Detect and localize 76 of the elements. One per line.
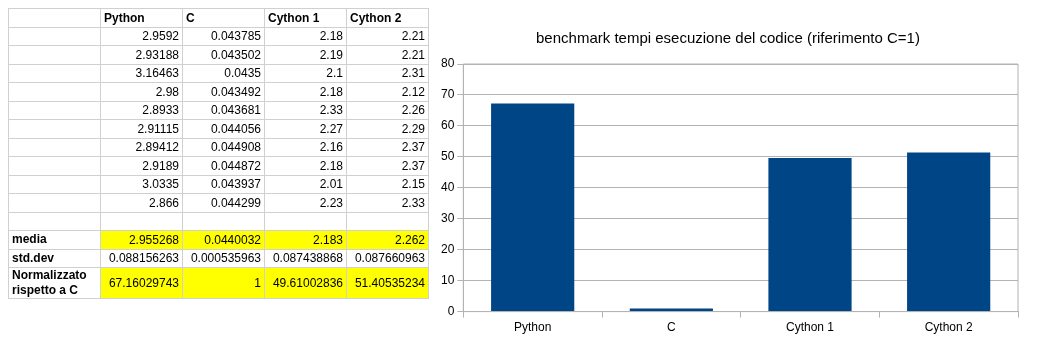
text: 2.16: [319, 140, 343, 155]
text: 2.15: [401, 177, 425, 192]
text: 2.89412: [135, 140, 179, 155]
y-tick-label: 0: [447, 303, 455, 318]
text: 0.043502: [210, 47, 261, 62]
text: 2.18: [319, 84, 343, 99]
text: 2.183: [312, 232, 343, 247]
y-tick-label: 70: [440, 87, 455, 102]
bar: [491, 103, 575, 312]
text: 0.044908: [210, 140, 261, 155]
x-tick-label: C: [667, 320, 677, 335]
text: 51.40535234: [354, 276, 425, 290]
category-label: Cython 1: [264, 8, 347, 27]
text: 2.9189: [142, 158, 179, 173]
text: 0.087660963: [354, 251, 425, 266]
text: 3.0335: [142, 177, 179, 192]
y-tick-label: 30: [440, 211, 455, 226]
text: 0.087438868: [272, 251, 343, 266]
text: 2.21: [401, 47, 425, 62]
text: 2.01: [319, 177, 343, 192]
text: 2.9592: [142, 29, 179, 44]
text: 0.043681: [210, 103, 261, 118]
y-tick-label: 10: [440, 272, 455, 287]
text: 0.0440032: [204, 232, 261, 247]
text: 0.043937: [210, 177, 261, 192]
text: 2.27: [319, 121, 343, 136]
category-label: media: [12, 232, 47, 247]
text: 1: [254, 276, 261, 290]
text: 67.16029743: [108, 276, 179, 290]
text: 2.33: [401, 195, 425, 210]
text: 2.19: [319, 47, 343, 62]
text: 2.91115: [137, 121, 179, 136]
category-label: Python: [100, 8, 183, 27]
y-tick-label: 80: [440, 56, 455, 71]
bar: [768, 158, 852, 312]
text: 2.21: [401, 29, 425, 44]
category-label: std.dev: [12, 250, 55, 265]
text: 2.12: [401, 84, 425, 99]
text: 2.31: [401, 66, 425, 81]
y-tick-label: 50: [440, 149, 455, 164]
text: 2.93188: [135, 47, 179, 62]
text: 2.866: [148, 195, 179, 210]
x-tick-label: Cython 2: [924, 320, 974, 335]
text: 0.044299: [210, 195, 261, 210]
x-tick-label: Python: [514, 320, 552, 335]
text: 0.0435: [224, 66, 261, 81]
y-tick-label: 20: [440, 242, 455, 257]
text: 0.044056: [210, 121, 261, 136]
text: 2.37: [401, 158, 425, 173]
text: 2.98: [155, 84, 179, 99]
text: 2.33: [319, 103, 343, 118]
text: 3.16463: [135, 66, 179, 81]
text: 2.1: [326, 66, 343, 81]
text: 2.26: [401, 103, 425, 118]
text: 2.955268: [128, 232, 179, 247]
category-label: Cython 2: [346, 8, 429, 27]
chart-title: benchmark tempi esecuzione del codice (riferimento C=1): [536, 29, 920, 47]
text: 2.29: [401, 121, 425, 136]
text: 2.37: [401, 140, 425, 155]
y-tick-label: 60: [440, 118, 455, 133]
text: 2.18: [319, 158, 343, 173]
text: 0.088156263: [108, 251, 179, 266]
text: 0.043785: [210, 29, 261, 44]
text: 2.18: [319, 29, 343, 44]
text: 49.61002836: [272, 276, 343, 290]
text: 0.043492: [210, 84, 261, 99]
text: 2.8933: [142, 103, 179, 118]
text: 2.23: [319, 195, 343, 210]
category-label: C: [182, 8, 265, 27]
y-tick-label: 40: [440, 180, 455, 195]
text: 2.262: [394, 232, 425, 247]
category-label: Normalizzato rispetto a C: [12, 268, 87, 297]
text: 0.044872: [210, 158, 261, 173]
x-tick-label: Cython 1: [785, 320, 835, 335]
text: 0.000535963: [190, 251, 261, 266]
bar: [907, 152, 991, 312]
